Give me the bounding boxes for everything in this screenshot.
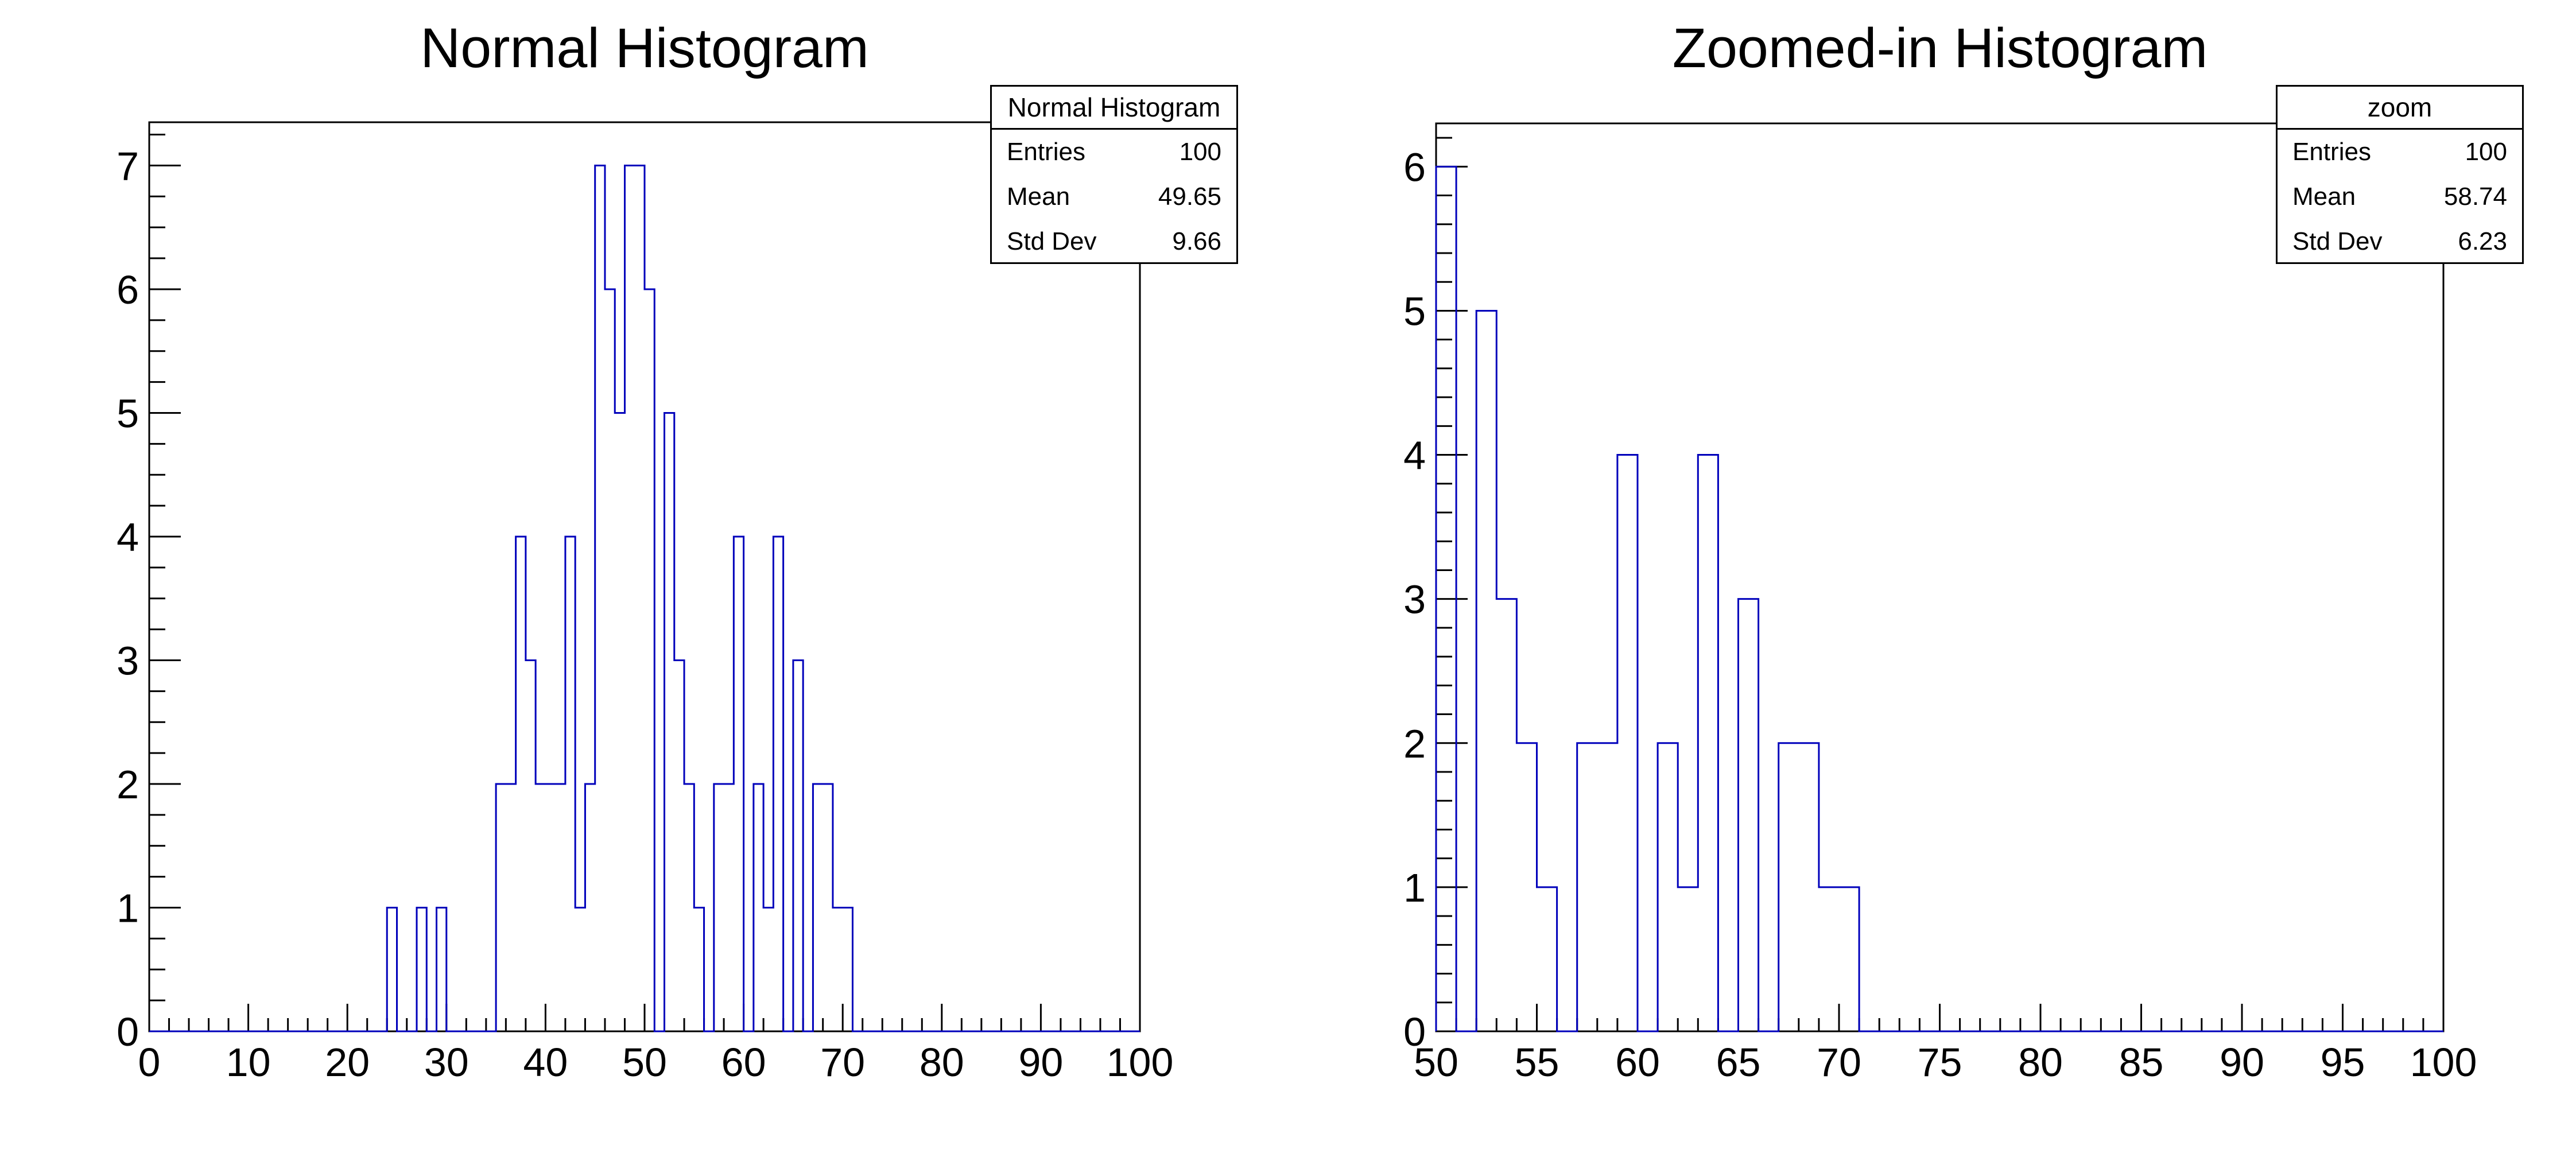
y-tick-label: 0 xyxy=(117,1010,139,1054)
x-tick-label: 80 xyxy=(2018,1040,2063,1085)
y-tick-label: 3 xyxy=(1403,577,1426,622)
right-histogram-frame: 50 55 60 65 70 75 80 85 90 95 100 0 1 2 3 4 5 6 xyxy=(1403,122,2477,1085)
left-stats-title: Normal Histogram xyxy=(992,87,1236,130)
y-axis-ticks xyxy=(149,134,181,1032)
y-tick-label: 1 xyxy=(1403,865,1426,910)
stats-label: Mean xyxy=(1007,183,1070,211)
y-tick-label: 1 xyxy=(117,886,139,930)
y-tick-label: 4 xyxy=(1403,433,1426,478)
stats-value: 100 xyxy=(2465,138,2507,166)
y-tick-label: 4 xyxy=(117,515,139,560)
stats-row-mean: Mean 49.65 xyxy=(1007,183,1221,211)
left-stats-rows: Entries 100 Mean 49.65 Std Dev 9.66 xyxy=(992,130,1236,264)
y-tick-label: 6 xyxy=(1403,145,1426,189)
x-tick-label: 80 xyxy=(920,1040,964,1085)
stats-value: 6.23 xyxy=(2458,227,2507,255)
stats-row-stddev: Std Dev 6.23 xyxy=(2292,227,2507,256)
stats-label: Entries xyxy=(1007,138,1085,166)
x-axis-ticks xyxy=(1435,1004,2445,1031)
x-tick-label: 40 xyxy=(523,1040,568,1085)
x-tick-label: 0 xyxy=(138,1040,161,1085)
left-plot-title: Normal Histogram xyxy=(420,17,869,79)
y-tick-label: 6 xyxy=(117,267,139,312)
x-axis-labels: 50 55 60 65 70 75 80 85 90 95 100 xyxy=(1414,1040,2477,1085)
y-axis-ticks xyxy=(1436,137,1468,1032)
x-tick-label: 60 xyxy=(721,1040,766,1085)
x-tick-label: 75 xyxy=(1918,1040,1962,1085)
y-tick-label: 2 xyxy=(1403,721,1426,766)
right-plot-title: Zoomed-in Histogram xyxy=(1672,17,2208,79)
x-tick-label: 65 xyxy=(1716,1040,1761,1085)
x-tick-label: 100 xyxy=(2410,1040,2477,1085)
x-tick-label: 90 xyxy=(1018,1040,1063,1085)
x-axis-ticks xyxy=(148,1004,1141,1031)
y-axis-labels: 0 1 2 3 4 5 6 7 xyxy=(117,143,139,1054)
histogram-step-line xyxy=(149,164,1140,1032)
stats-row-mean: Mean 58.74 xyxy=(2292,183,2507,211)
x-tick-label: 100 xyxy=(1107,1040,1174,1085)
x-tick-label: 20 xyxy=(325,1040,370,1085)
x-tick-label: 70 xyxy=(1817,1040,1861,1085)
y-axis-labels: 0 1 2 3 4 5 6 xyxy=(1403,145,1426,1054)
x-tick-label: 85 xyxy=(2119,1040,2164,1085)
stats-value: 49.65 xyxy=(1158,183,1221,211)
y-tick-label: 5 xyxy=(1403,289,1426,333)
x-tick-label: 60 xyxy=(1615,1040,1660,1085)
stats-value: 100 xyxy=(1179,138,1221,166)
x-tick-label: 70 xyxy=(820,1040,865,1085)
x-tick-label: 55 xyxy=(1515,1040,1559,1085)
x-tick-label: 95 xyxy=(2321,1040,2365,1085)
y-tick-label: 7 xyxy=(117,143,139,188)
stats-label: Std Dev xyxy=(2292,227,2383,255)
x-tick-label: 30 xyxy=(424,1040,469,1085)
y-tick-label: 2 xyxy=(117,762,139,807)
histogram-step-line xyxy=(1435,165,2443,1032)
y-tick-label: 3 xyxy=(117,638,139,683)
x-axis-labels: 0 10 20 30 40 50 60 70 80 90 100 xyxy=(138,1040,1174,1085)
stats-label: Mean xyxy=(2292,183,2356,211)
x-tick-label: 50 xyxy=(622,1040,667,1085)
left-stats-box: Normal Histogram Entries 100 Mean 49.65 … xyxy=(990,85,1238,264)
right-stats-title: zoom xyxy=(2278,87,2522,130)
x-tick-label: 90 xyxy=(2220,1040,2264,1085)
right-stats-rows: Entries 100 Mean 58.74 Std Dev 6.23 xyxy=(2278,130,2522,264)
stats-label: Entries xyxy=(2292,138,2371,166)
y-tick-label: 5 xyxy=(117,391,139,436)
stats-value: 58.74 xyxy=(2443,183,2507,211)
x-tick-label: 50 xyxy=(1414,1040,1458,1085)
stats-label: Std Dev xyxy=(1007,227,1097,255)
x-tick-label: 10 xyxy=(226,1040,271,1085)
y-tick-label: 0 xyxy=(1403,1010,1426,1054)
stats-value: 9.66 xyxy=(1172,227,1221,255)
stats-row-stddev: Std Dev 9.66 xyxy=(1007,227,1221,256)
stats-row-entries: Entries 100 xyxy=(2292,138,2507,166)
stats-row-entries: Entries 100 xyxy=(1007,138,1221,166)
right-stats-box: zoom Entries 100 Mean 58.74 Std Dev 6.23 xyxy=(2276,85,2524,264)
left-histogram-frame: 0 10 20 30 40 50 60 70 80 90 100 0 1 2 3 4 5 6 7 xyxy=(117,121,1174,1085)
